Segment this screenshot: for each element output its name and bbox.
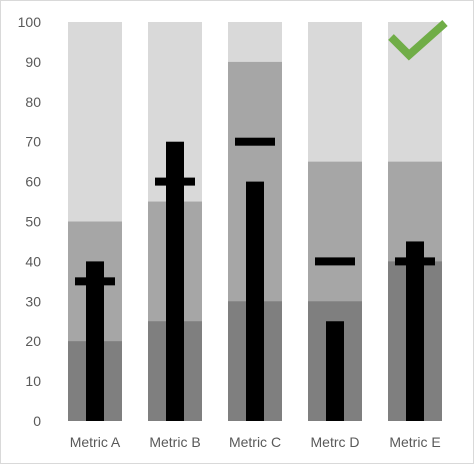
x-axis: Metric A Metric B Metric C Metrc D Metric E <box>70 434 441 450</box>
annotations <box>388 20 448 61</box>
target-marker <box>395 257 435 266</box>
y-tick-label: 60 <box>25 174 41 190</box>
target-marker <box>75 277 115 286</box>
y-axis: 0 10 20 30 40 50 60 70 80 90 100 <box>18 14 42 429</box>
actual-bar <box>166 141 184 421</box>
target-marker <box>235 137 275 146</box>
y-tick-label: 40 <box>25 253 41 269</box>
y-tick-label: 90 <box>25 54 41 70</box>
y-tick-label: 0 <box>33 413 41 429</box>
target-markers <box>75 137 435 286</box>
y-tick-label: 10 <box>25 373 41 389</box>
x-tick-label: Metric A <box>70 434 121 450</box>
x-tick-label: Metric C <box>229 434 281 450</box>
actual-bar <box>326 321 344 421</box>
y-tick-label: 100 <box>18 14 42 30</box>
x-tick-label: Metrc D <box>311 434 360 450</box>
checkmark-icon <box>388 20 448 61</box>
actual-bar <box>406 241 424 421</box>
actual-bar <box>86 261 104 421</box>
y-tick-label: 70 <box>25 134 41 150</box>
y-tick-label: 30 <box>25 293 41 309</box>
y-tick-label: 50 <box>25 214 41 230</box>
y-tick-label: 80 <box>25 94 41 110</box>
actual-bars <box>86 141 424 421</box>
y-tick-label: 20 <box>25 333 41 349</box>
x-tick-label: Metric B <box>149 434 200 450</box>
target-marker <box>315 257 355 266</box>
x-tick-label: Metric E <box>389 434 440 450</box>
target-marker <box>155 177 195 186</box>
actual-bar <box>246 181 264 421</box>
